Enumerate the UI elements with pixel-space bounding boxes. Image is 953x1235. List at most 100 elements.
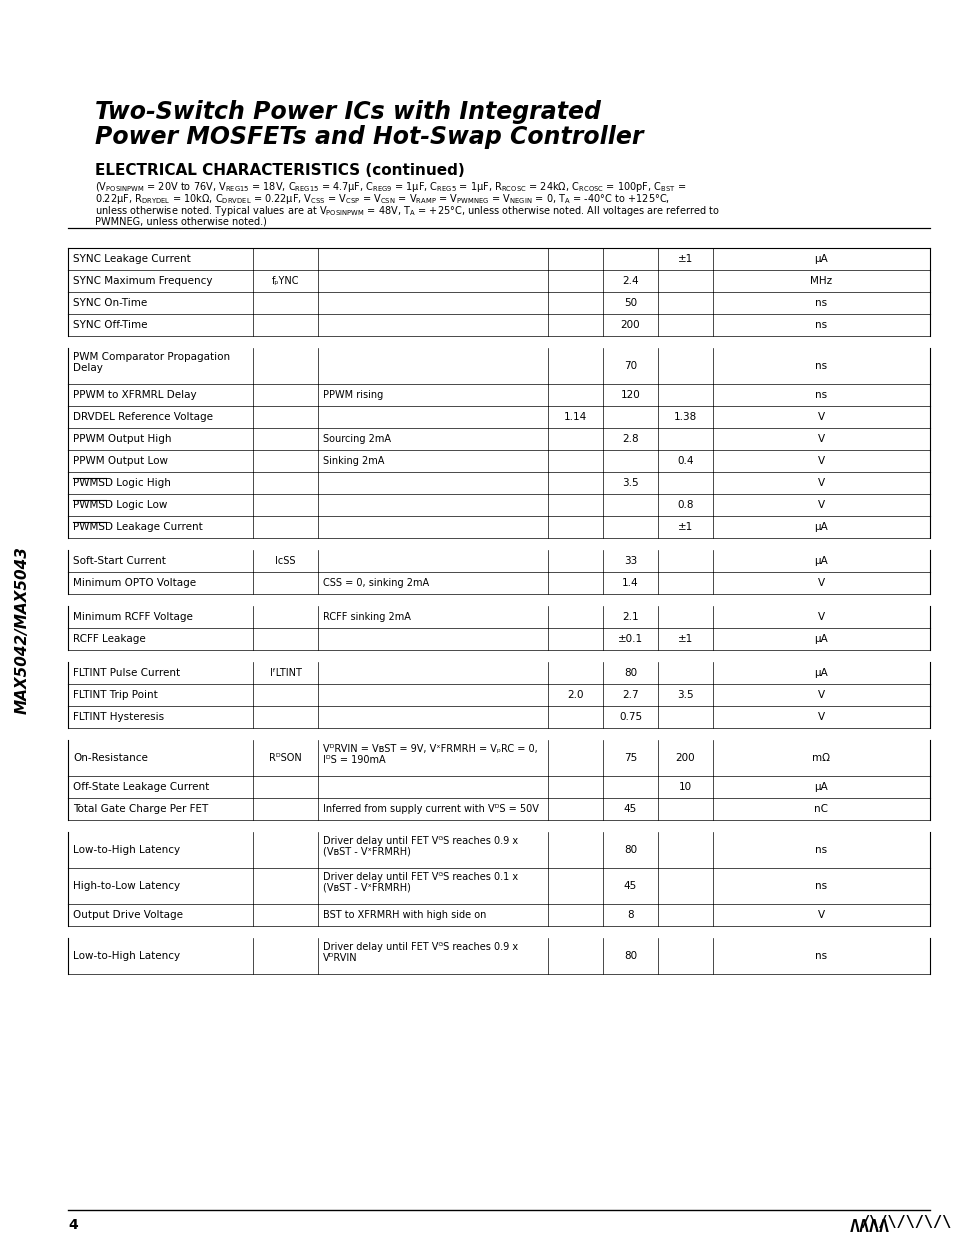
Text: ±1: ±1 — [678, 634, 693, 643]
Text: 80: 80 — [623, 951, 637, 961]
Text: V: V — [817, 713, 824, 722]
Text: FLTINT Pulse Current: FLTINT Pulse Current — [73, 668, 180, 678]
Text: Soft-Start Current: Soft-Start Current — [73, 556, 166, 566]
Text: V: V — [817, 433, 824, 445]
Text: RᴰSON: RᴰSON — [269, 753, 301, 763]
Text: IᴰS = 190mA: IᴰS = 190mA — [323, 755, 385, 764]
Text: MAX5042/MAX5043: MAX5042/MAX5043 — [14, 546, 30, 714]
Text: mΩ: mΩ — [812, 753, 830, 763]
Text: ns: ns — [815, 881, 826, 890]
Text: SYNC Maximum Frequency: SYNC Maximum Frequency — [73, 275, 213, 287]
Text: 80: 80 — [623, 845, 637, 855]
Text: PWMSD Logic Low: PWMSD Logic Low — [73, 500, 167, 510]
Text: (VʙST - VˣFRMRH): (VʙST - VˣFRMRH) — [323, 847, 411, 857]
Text: 0.75: 0.75 — [618, 713, 641, 722]
Text: (V$_{\rm POSINPWM}$ = 20V to 76V, V$_{\rm REG15}$ = 18V, C$_{\rm REG15}$ = 4.7μF: (V$_{\rm POSINPWM}$ = 20V to 76V, V$_{\r… — [95, 180, 685, 194]
Text: FLTINT Trip Point: FLTINT Trip Point — [73, 690, 157, 700]
Text: μA: μA — [814, 782, 827, 792]
Text: RCFF sinking 2mA: RCFF sinking 2mA — [323, 613, 411, 622]
Text: VᴰRVIN = VʙST = 9V, VˣFRMRH = VₚRC = 0,: VᴰRVIN = VʙST = 9V, VˣFRMRH = VₚRC = 0, — [323, 743, 537, 755]
Text: ns: ns — [815, 361, 826, 370]
Text: CSS = 0, sinking 2mA: CSS = 0, sinking 2mA — [323, 578, 429, 588]
Text: (VʙST - VˣFRMRH): (VʙST - VˣFRMRH) — [323, 883, 411, 893]
Text: V: V — [817, 578, 824, 588]
Text: PWMSD Logic High: PWMSD Logic High — [73, 478, 171, 488]
Text: V: V — [817, 690, 824, 700]
Text: 3.5: 3.5 — [621, 478, 639, 488]
Text: V: V — [817, 478, 824, 488]
Text: PWMNEG, unless otherwise noted.): PWMNEG, unless otherwise noted.) — [95, 216, 267, 226]
Text: Minimum OPTO Voltage: Minimum OPTO Voltage — [73, 578, 196, 588]
Text: PPWM Output Low: PPWM Output Low — [73, 456, 168, 466]
Text: 1.38: 1.38 — [673, 412, 697, 422]
Text: V: V — [817, 613, 824, 622]
Text: 2.8: 2.8 — [621, 433, 639, 445]
Text: Output Drive Voltage: Output Drive Voltage — [73, 910, 183, 920]
Text: Sinking 2mA: Sinking 2mA — [323, 456, 384, 466]
Text: 120: 120 — [620, 390, 639, 400]
Text: 1.4: 1.4 — [621, 578, 639, 588]
Text: V: V — [817, 500, 824, 510]
Text: 33: 33 — [623, 556, 637, 566]
Text: High-to-Low Latency: High-to-Low Latency — [73, 881, 180, 890]
Text: 1.14: 1.14 — [563, 412, 586, 422]
Text: 75: 75 — [623, 753, 637, 763]
Text: μA: μA — [814, 668, 827, 678]
Text: ns: ns — [815, 390, 826, 400]
Text: 0.8: 0.8 — [677, 500, 693, 510]
Text: On-Resistance: On-Resistance — [73, 753, 148, 763]
Text: 2.1: 2.1 — [621, 613, 639, 622]
Text: ±0.1: ±0.1 — [618, 634, 642, 643]
Text: μA: μA — [814, 254, 827, 264]
Text: FLTINT Hysteresis: FLTINT Hysteresis — [73, 713, 164, 722]
Text: Driver delay until FET VᴳS reaches 0.1 x: Driver delay until FET VᴳS reaches 0.1 x — [323, 872, 517, 882]
Text: 70: 70 — [623, 361, 637, 370]
Text: PPWM to XFRMRL Delay: PPWM to XFRMRL Delay — [73, 390, 196, 400]
Text: Off-State Leakage Current: Off-State Leakage Current — [73, 782, 209, 792]
Text: 4: 4 — [68, 1218, 77, 1233]
Text: Low-to-High Latency: Low-to-High Latency — [73, 951, 180, 961]
Text: 50: 50 — [623, 298, 637, 308]
Text: MHz: MHz — [810, 275, 832, 287]
Text: Total Gate Charge Per FET: Total Gate Charge Per FET — [73, 804, 208, 814]
Text: VᴰRVIN: VᴰRVIN — [323, 953, 357, 963]
Text: 45: 45 — [623, 804, 637, 814]
Text: 80: 80 — [623, 668, 637, 678]
Text: PPWM Output High: PPWM Output High — [73, 433, 172, 445]
Text: SYNC Leakage Current: SYNC Leakage Current — [73, 254, 191, 264]
Text: nC: nC — [814, 804, 827, 814]
Text: /\/\/\/\/\: /\/\/\/\/\ — [859, 1215, 950, 1230]
Text: ns: ns — [815, 951, 826, 961]
Text: DRVDEL Reference Voltage: DRVDEL Reference Voltage — [73, 412, 213, 422]
Text: ΛΛΛΛ
ΛΛΛΛ: ΛΛΛΛ ΛΛΛΛ — [849, 1218, 889, 1235]
Text: PWMSD Leakage Current: PWMSD Leakage Current — [73, 522, 203, 532]
Text: 200: 200 — [620, 320, 639, 330]
Text: ±1: ±1 — [678, 522, 693, 532]
Text: Inferred from supply current with VᴰS = 50V: Inferred from supply current with VᴰS = … — [323, 804, 538, 814]
Text: 45: 45 — [623, 881, 637, 890]
Text: fₚYNC: fₚYNC — [272, 275, 299, 287]
Text: Sourcing 2mA: Sourcing 2mA — [323, 433, 391, 445]
Text: ns: ns — [815, 298, 826, 308]
Text: V: V — [817, 412, 824, 422]
Text: PPWM rising: PPWM rising — [323, 390, 383, 400]
Text: 0.4: 0.4 — [677, 456, 693, 466]
Text: BST to XFRMRH with high side on: BST to XFRMRH with high side on — [323, 910, 486, 920]
Text: ±1: ±1 — [678, 254, 693, 264]
Text: PWM Comparator Propagation: PWM Comparator Propagation — [73, 352, 230, 362]
Text: RCFF Leakage: RCFF Leakage — [73, 634, 146, 643]
Text: 3.5: 3.5 — [677, 690, 693, 700]
Text: Minimum RCFF Voltage: Minimum RCFF Voltage — [73, 613, 193, 622]
Text: 8: 8 — [626, 910, 633, 920]
Text: ELECTRICAL CHARACTERISTICS (continued): ELECTRICAL CHARACTERISTICS (continued) — [95, 163, 464, 178]
Text: Low-to-High Latency: Low-to-High Latency — [73, 845, 180, 855]
Text: IᴄSS: IᴄSS — [275, 556, 295, 566]
Text: 0.22μF, R$_{\rm DRYDEL}$ = 10kΩ, C$_{\rm DRVDEL}$ = 0.22μF, V$_{\rm CSS}$ = V$_{: 0.22μF, R$_{\rm DRYDEL}$ = 10kΩ, C$_{\rm… — [95, 191, 669, 206]
Text: Driver delay until FET VᴳS reaches 0.9 x: Driver delay until FET VᴳS reaches 0.9 x — [323, 942, 517, 952]
Text: SYNC On-Time: SYNC On-Time — [73, 298, 147, 308]
Text: 2.4: 2.4 — [621, 275, 639, 287]
Text: μA: μA — [814, 556, 827, 566]
Text: Two-Switch Power ICs with Integrated: Two-Switch Power ICs with Integrated — [95, 100, 600, 124]
Text: Driver delay until FET VᴳS reaches 0.9 x: Driver delay until FET VᴳS reaches 0.9 x — [323, 836, 517, 846]
Text: 200: 200 — [675, 753, 695, 763]
